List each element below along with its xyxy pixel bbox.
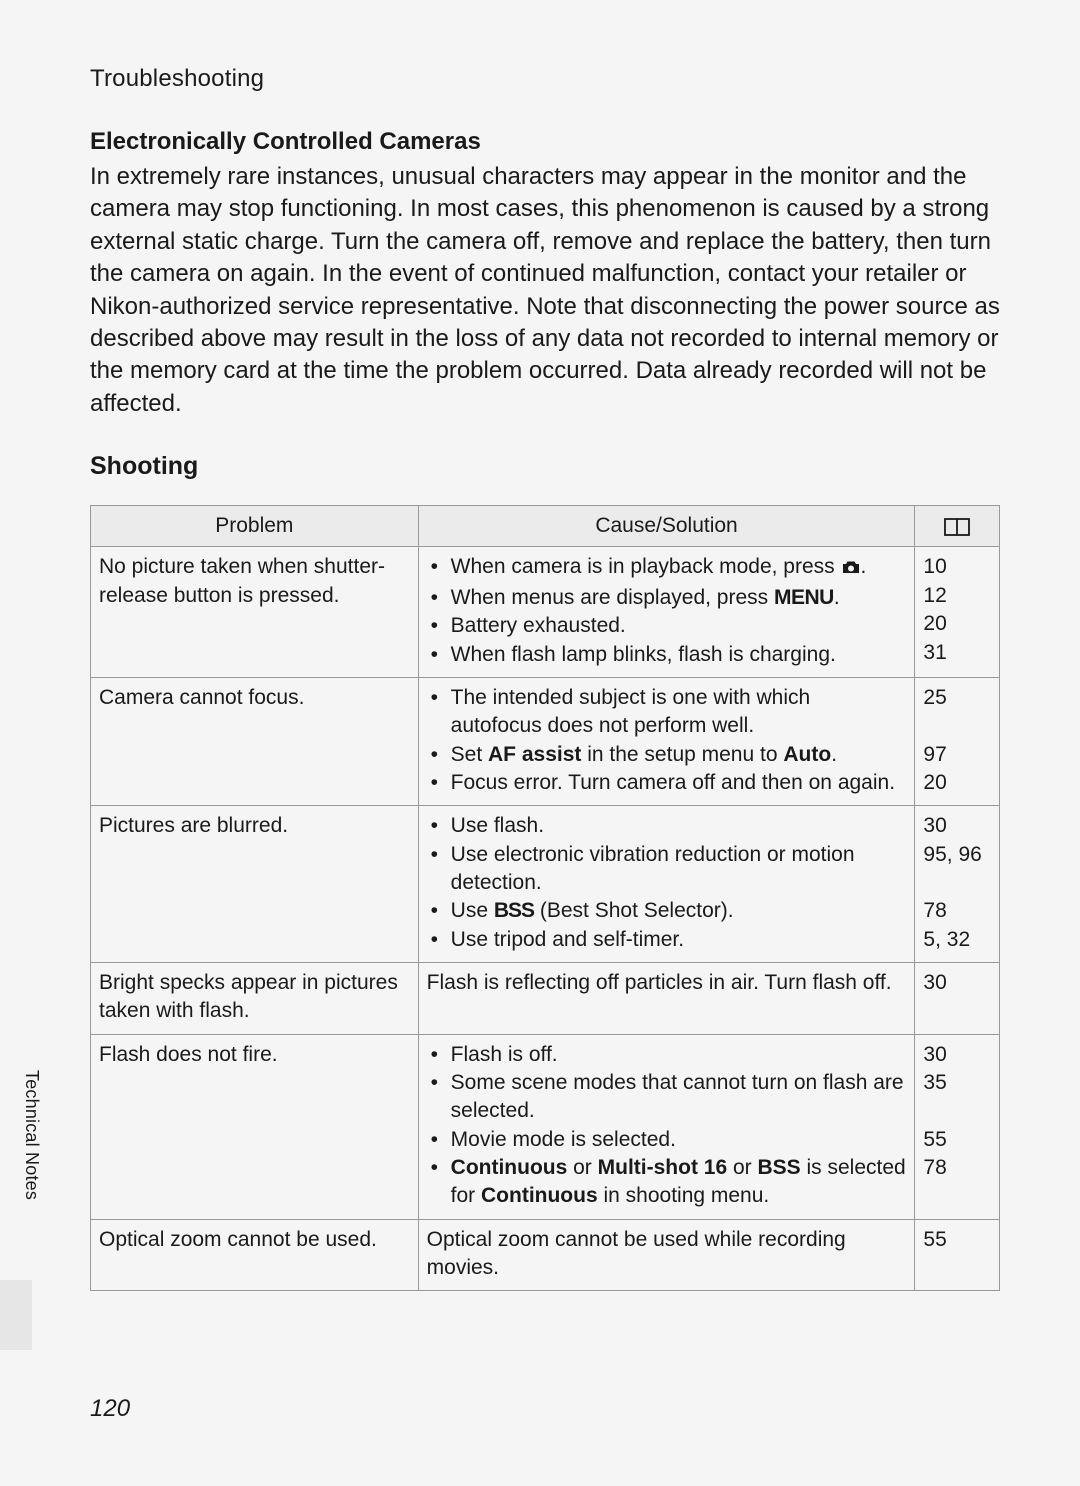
menu-label: MENU	[774, 586, 834, 609]
pageref-cell: 25 97 20	[915, 677, 1000, 805]
cause-cell: Optical zoom cannot be used while record…	[418, 1219, 915, 1291]
pageref-cell: 55	[915, 1219, 1000, 1291]
cause-item: Use BSS (Best Shot Selector).	[445, 897, 907, 925]
col-header-problem: Problem	[91, 506, 419, 547]
cause-item: When camera is in playback mode, press .	[445, 553, 907, 583]
cause-cell: When camera is in playback mode, press .…	[418, 547, 915, 677]
bss-label: BSS	[494, 899, 534, 922]
cause-item: Continuous or Multi-shot 16 or BSS is se…	[445, 1154, 907, 1211]
cause-item: Focus error. Turn camera off and then on…	[445, 769, 907, 797]
cause-item: Use flash.	[445, 812, 907, 840]
side-section-label: Technical Notes	[21, 1070, 42, 1200]
cause-item: Use electronic vibration reduction or mo…	[445, 841, 907, 898]
table-row: No picture taken when shutter-release bu…	[91, 547, 1000, 677]
pageref-cell: 30 35 55 78	[915, 1034, 1000, 1219]
col-header-cause: Cause/Solution	[418, 506, 915, 547]
cause-item: The intended subject is one with which a…	[445, 684, 907, 741]
cause-item: Movie mode is selected.	[445, 1126, 907, 1154]
problem-cell: Flash does not fire.	[91, 1034, 419, 1219]
table-row: Flash does not fire. Flash is off. Some …	[91, 1034, 1000, 1219]
cause-item: Some scene modes that cannot turn on fla…	[445, 1069, 907, 1126]
problem-cell: Optical zoom cannot be used.	[91, 1219, 419, 1291]
chapter-heading: Troubleshooting	[90, 65, 1000, 93]
cause-item: When menus are displayed, press MENU.	[445, 584, 907, 612]
problem-cell: Camera cannot focus.	[91, 677, 419, 805]
cause-cell: Use flash. Use electronic vibration redu…	[418, 806, 915, 963]
cause-item: Use tripod and self-timer.	[445, 926, 907, 954]
section-title: Shooting	[90, 452, 1000, 481]
page-content: Troubleshooting Electronically Controlle…	[90, 65, 1000, 1291]
cause-cell: Flash is off. Some scene modes that cann…	[418, 1034, 915, 1219]
table-row: Optical zoom cannot be used. Optical zoo…	[91, 1219, 1000, 1291]
pageref-cell: 30 95, 96 78 5, 32	[915, 806, 1000, 963]
problem-cell: Bright specks appear in pictures taken w…	[91, 962, 419, 1034]
col-header-pageref	[915, 506, 1000, 547]
intro-paragraph: In extremely rare instances, unusual cha…	[90, 161, 1000, 420]
camera-icon	[841, 555, 861, 583]
book-icon	[944, 518, 970, 536]
troubleshooting-table: Problem Cause/Solution No picture taken …	[90, 505, 1000, 1291]
pageref-cell: 10 12 20 31	[915, 547, 1000, 677]
problem-cell: Pictures are blurred.	[91, 806, 419, 963]
side-tab	[0, 1280, 32, 1350]
pageref-cell: 30	[915, 962, 1000, 1034]
cause-item: When flash lamp blinks, flash is chargin…	[445, 641, 907, 669]
table-row: Pictures are blurred. Use flash. Use ele…	[91, 806, 1000, 963]
table-header-row: Problem Cause/Solution	[91, 506, 1000, 547]
cause-item: Battery exhausted.	[445, 612, 907, 640]
cause-item: Flash is off.	[445, 1041, 907, 1069]
section-subhead: Electronically Controlled Cameras	[90, 128, 1000, 156]
cause-cell: The intended subject is one with which a…	[418, 677, 915, 805]
table-row: Camera cannot focus. The intended subjec…	[91, 677, 1000, 805]
table-row: Bright specks appear in pictures taken w…	[91, 962, 1000, 1034]
cause-item: Set AF assist in the setup menu to Auto.	[445, 741, 907, 769]
page-number: 120	[90, 1395, 130, 1423]
cause-cell: Flash is reflecting off particles in air…	[418, 962, 915, 1034]
problem-cell: No picture taken when shutter-release bu…	[91, 547, 419, 677]
